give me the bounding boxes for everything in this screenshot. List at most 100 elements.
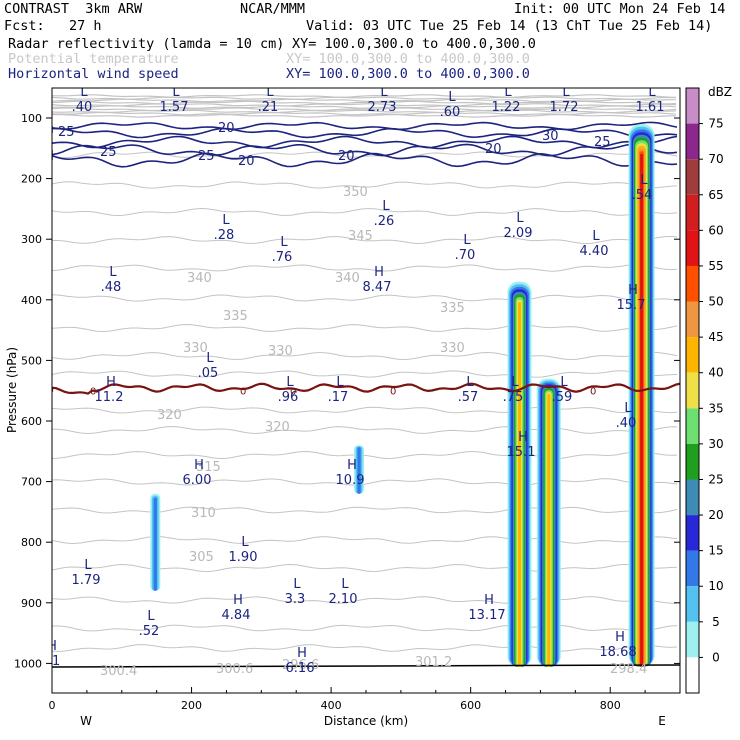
colorbar-swatch xyxy=(686,372,699,409)
colorbar-swatch xyxy=(686,194,699,231)
colorbar-swatch xyxy=(686,657,699,693)
wind-speed-label: 25 xyxy=(100,145,117,160)
extremum-marker: H xyxy=(484,593,494,608)
theta-label: 310 xyxy=(191,506,216,521)
extremum-value: 2.73 xyxy=(368,100,397,115)
extremum-marker: L xyxy=(293,577,301,592)
extremum-value: 6.00 xyxy=(183,473,212,488)
extremum-value: .48 xyxy=(101,280,122,295)
extremum-marker: L xyxy=(286,375,294,390)
surface-line xyxy=(52,664,680,668)
wind-speed-label: 20 xyxy=(238,154,255,169)
forecast-hour: Fcst: 27 h xyxy=(4,18,102,34)
theta-contour xyxy=(52,181,678,189)
y-tick-label: 300 xyxy=(21,233,42,246)
freezing-level-label: 0 xyxy=(290,387,296,398)
theta-label: 335 xyxy=(223,309,248,324)
colorbar-tick-label: 5 xyxy=(712,615,720,629)
extremum-marker: L xyxy=(266,85,274,100)
theta-label: 301.2 xyxy=(415,655,452,670)
freezing-level-label: 0 xyxy=(390,387,396,398)
theta-contour xyxy=(52,406,678,414)
colorbar-swatch xyxy=(686,515,699,551)
program-title: CONTRAST 3km ARW xyxy=(4,1,143,17)
extremum-value: .75 xyxy=(503,390,524,405)
extremum-marker: L xyxy=(84,558,92,573)
x-end-label-west: W xyxy=(80,714,92,728)
extremum-marker: L xyxy=(382,199,390,214)
theta-contour-strat xyxy=(52,113,676,118)
colorbar-tick-label: 60 xyxy=(708,223,723,237)
x-tick-label: 200 xyxy=(181,699,202,712)
freezing-level-line xyxy=(52,382,680,395)
theta-label: 345 xyxy=(348,229,373,244)
colorbar-tick-label: 30 xyxy=(708,437,723,451)
extremum-marker: L xyxy=(280,235,288,250)
reflectivity-band xyxy=(518,302,521,667)
extremum-value: .40 xyxy=(616,416,637,431)
wind-speed-contour xyxy=(52,135,678,149)
extremum-marker: L xyxy=(624,401,632,416)
reflectivity-cell xyxy=(507,281,532,667)
x-end-label-east: E xyxy=(658,714,666,728)
extremum-value: 1.61 xyxy=(636,100,665,115)
y-tick-label: 400 xyxy=(21,294,42,307)
extremum-value: 15.7 xyxy=(617,298,646,313)
wind-speed-label: 25 xyxy=(594,135,611,150)
extremum-marker: H xyxy=(615,630,625,645)
extremum-value: 13.17 xyxy=(468,608,505,623)
extremum-marker: H xyxy=(628,283,638,298)
extremum-value: 4.84 xyxy=(222,608,251,623)
extremum-value: 3.3 xyxy=(285,592,306,607)
extremum-marker: L xyxy=(241,535,249,550)
extremum-value: .26 xyxy=(374,214,395,229)
reflectivity-band xyxy=(547,394,551,667)
extremum-value: .57 xyxy=(458,390,479,405)
extremum-value: 2.10 xyxy=(329,592,358,607)
extremum-value: 11.2 xyxy=(95,390,124,405)
theta-label: 340 xyxy=(187,271,212,286)
colorbar-swatch xyxy=(686,479,699,516)
theta-label: 340 xyxy=(335,271,360,286)
extremum-marker: L xyxy=(640,173,648,188)
extremum-marker: L xyxy=(562,85,570,100)
colorbar-tick-label: 50 xyxy=(708,295,723,309)
extremum-marker: H xyxy=(233,593,243,608)
colorbar-tick-label: 70 xyxy=(708,152,723,166)
wind-speed-contour xyxy=(52,152,678,168)
extremum-value: .91 xyxy=(40,654,61,669)
reflectivity-cell xyxy=(150,493,161,591)
theta-label: 296.6 xyxy=(282,658,319,673)
theta-contour xyxy=(52,264,678,272)
extremum-marker: H xyxy=(106,375,116,390)
y-tick-label: 700 xyxy=(21,476,42,489)
y-tick-label: 500 xyxy=(21,354,42,367)
theta-contour xyxy=(52,351,678,361)
wind-speed-label: 30 xyxy=(542,129,559,144)
extremum-value: .54 xyxy=(632,188,653,203)
x-axis-label: Distance (km) xyxy=(324,714,408,728)
colorbar-swatch xyxy=(686,550,699,587)
theta-contour xyxy=(52,294,678,302)
valid-time: Valid: 03 UTC Tue 25 Feb 14 (13 ChT Tue … xyxy=(306,18,713,34)
theta-label: 350 xyxy=(343,185,368,200)
theta-label: 300.4 xyxy=(100,664,137,679)
extremum-marker: L xyxy=(466,375,474,390)
reflectivity-band xyxy=(153,497,157,591)
reflectivity-band xyxy=(640,153,644,667)
wind-speed-label: 25 xyxy=(58,125,75,140)
wind-speed-label: 25 xyxy=(198,149,215,164)
extremum-marker: L xyxy=(648,85,656,100)
colorbar-unit: dBZ xyxy=(708,85,732,99)
extremum-value: 2.09 xyxy=(504,226,533,241)
theta-label: 315 xyxy=(196,460,221,475)
extremum-value: .28 xyxy=(214,228,235,243)
extremum-value: .40 xyxy=(72,100,93,115)
colorbar-swatch xyxy=(686,159,699,195)
extremum-marker: L xyxy=(80,85,88,100)
extremum-value: .21 xyxy=(258,100,279,115)
freezing-level-label: 0 xyxy=(590,387,596,398)
extremum-marker: H xyxy=(518,430,528,445)
theta-label: 300.6 xyxy=(216,662,253,677)
